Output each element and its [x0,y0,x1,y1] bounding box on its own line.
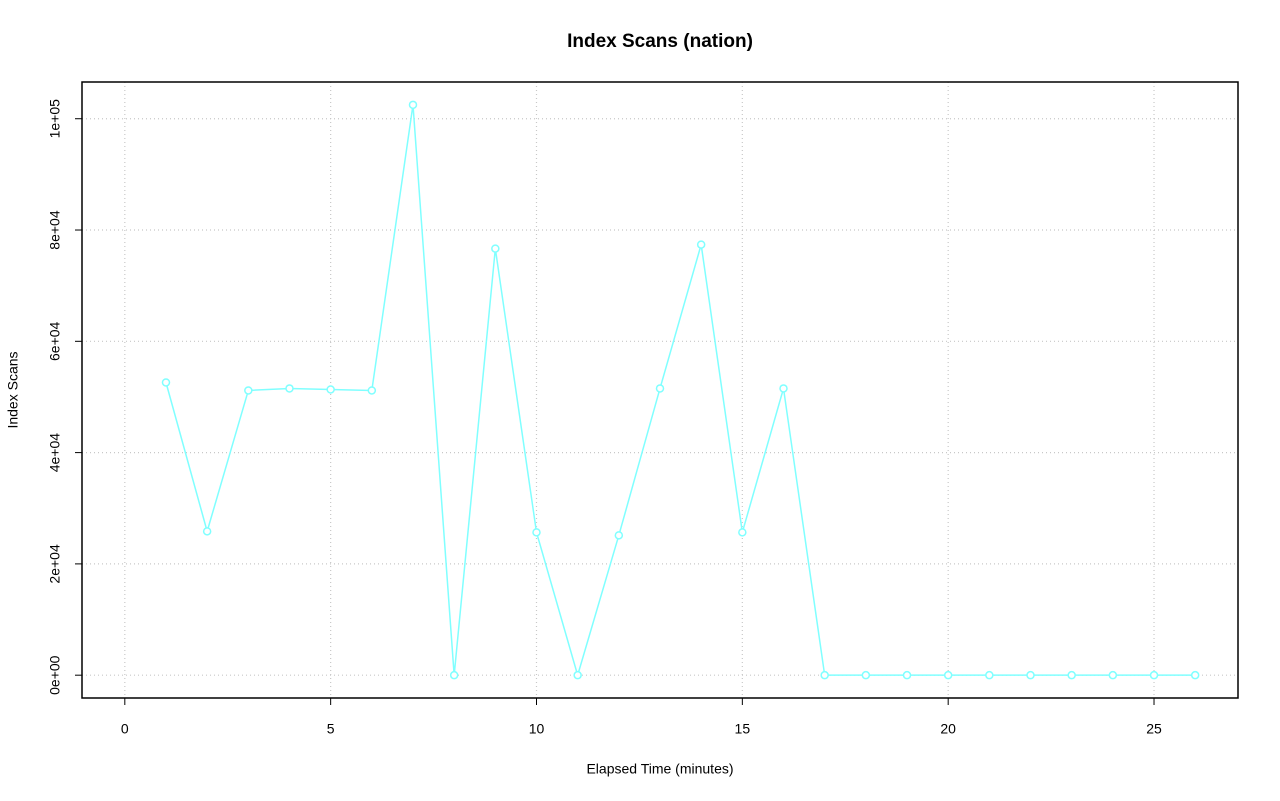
point [738,528,747,537]
x-tick-label: 25 [1146,721,1162,737]
chart-title: Index Scans (nation) [567,31,753,52]
point [573,670,582,680]
point [1108,670,1118,680]
point [326,385,335,394]
y-tick-label: 8e+04 [47,210,63,250]
x-tick-label: 15 [735,721,751,737]
point [614,531,624,540]
point [449,670,459,680]
point [408,100,418,110]
point [491,244,500,253]
point [655,384,665,393]
x-tick-label: 5 [327,721,335,737]
point [902,670,912,680]
point [161,378,171,387]
point [820,670,829,680]
y-tick-label: 6e+04 [47,321,63,361]
point [1067,670,1076,680]
x-axis-label: Elapsed Time (minutes) [586,761,733,777]
point [779,384,788,393]
point [696,240,706,249]
point [1026,670,1035,680]
y-axis-label: Index Scans [5,351,21,428]
y-tick-label: 2e+04 [47,544,63,584]
y-tick-label: 0e+00 [47,655,63,695]
y-tick-label: 1e+05 [47,99,63,139]
point [943,670,953,680]
point [202,527,212,536]
x-tick-label: 0 [121,721,129,737]
point [285,384,294,393]
series-line [165,104,1196,678]
point [244,386,253,395]
point [367,386,377,395]
point [532,528,541,537]
plot-frame [81,81,1239,699]
point [1149,670,1159,680]
point [985,670,994,680]
x-tick-label: 10 [529,721,545,737]
y-tick-label: 4e+04 [47,433,63,473]
x-tick-label: 20 [940,721,956,737]
point [1190,670,1200,680]
point [861,670,871,680]
